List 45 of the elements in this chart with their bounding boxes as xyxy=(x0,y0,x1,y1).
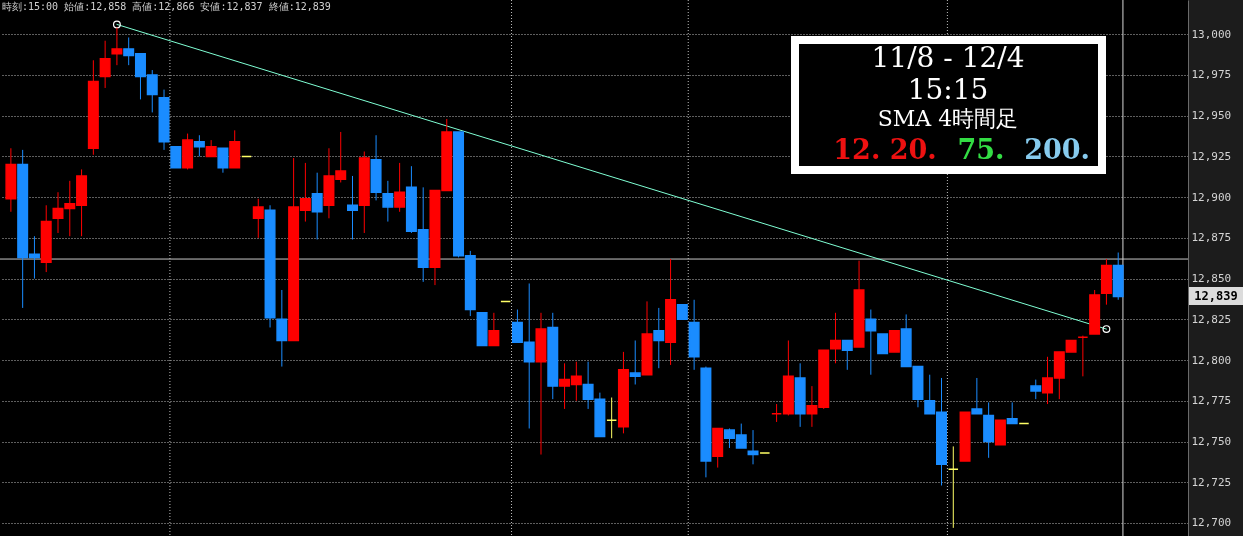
y-tick-label: 12,925 xyxy=(1191,149,1232,163)
candlestick xyxy=(276,289,288,368)
y-tick-label: 12,725 xyxy=(1191,475,1232,489)
candlestick xyxy=(653,307,665,369)
y-tick-label: 12,975 xyxy=(1191,68,1232,82)
candlestick xyxy=(971,377,983,415)
candlestick xyxy=(170,145,182,169)
annotation: 11/8 - 12/4 xyxy=(871,41,1025,74)
candlestick xyxy=(829,312,841,364)
candlestick xyxy=(841,339,853,371)
y-tick-label: 12,825 xyxy=(1191,312,1232,326)
candlestick xyxy=(1030,379,1042,400)
annotation: 時刻:15:00 始値:12,858 高値:12,866 安値:12,837 終値:12,839 xyxy=(2,1,331,12)
candlestick xyxy=(394,162,406,213)
annotation: 12. 20. xyxy=(833,134,937,165)
candlestick xyxy=(865,309,877,376)
candlestick xyxy=(947,445,959,529)
y-tick-label: 13,000 xyxy=(1191,27,1232,41)
candlestick xyxy=(311,172,323,240)
y-tick-label: 12,875 xyxy=(1191,231,1232,245)
candlestick xyxy=(217,147,229,174)
candlestick xyxy=(382,180,394,223)
annotation: 15:15 xyxy=(907,73,989,106)
y-tick-label: 12,700 xyxy=(1191,516,1232,530)
candlestick xyxy=(606,397,618,439)
annotation: 75. xyxy=(957,134,1005,165)
candlestick xyxy=(1006,401,1018,425)
text: 12,839 xyxy=(1194,289,1238,303)
candlestick xyxy=(488,312,500,347)
candlestick xyxy=(99,40,111,89)
y-tick-label: 12,775 xyxy=(1191,394,1232,408)
y-tick-label: 12,750 xyxy=(1191,435,1232,449)
annotation: 200. xyxy=(1024,134,1090,165)
candlestick xyxy=(347,175,359,240)
candlestick xyxy=(877,333,889,355)
candlestick xyxy=(629,340,641,385)
y-tick-label: 12,850 xyxy=(1191,272,1232,286)
y-tick-label: 12,950 xyxy=(1191,109,1232,123)
annotation: SMA 4時間足 xyxy=(877,106,1019,131)
candlestick xyxy=(1077,335,1089,377)
y-tick-label: 12,900 xyxy=(1191,190,1232,204)
candlestick xyxy=(888,329,900,353)
y-tick-label: 12,800 xyxy=(1191,353,1232,367)
candlestick xyxy=(193,134,205,157)
candlestick xyxy=(252,198,264,239)
